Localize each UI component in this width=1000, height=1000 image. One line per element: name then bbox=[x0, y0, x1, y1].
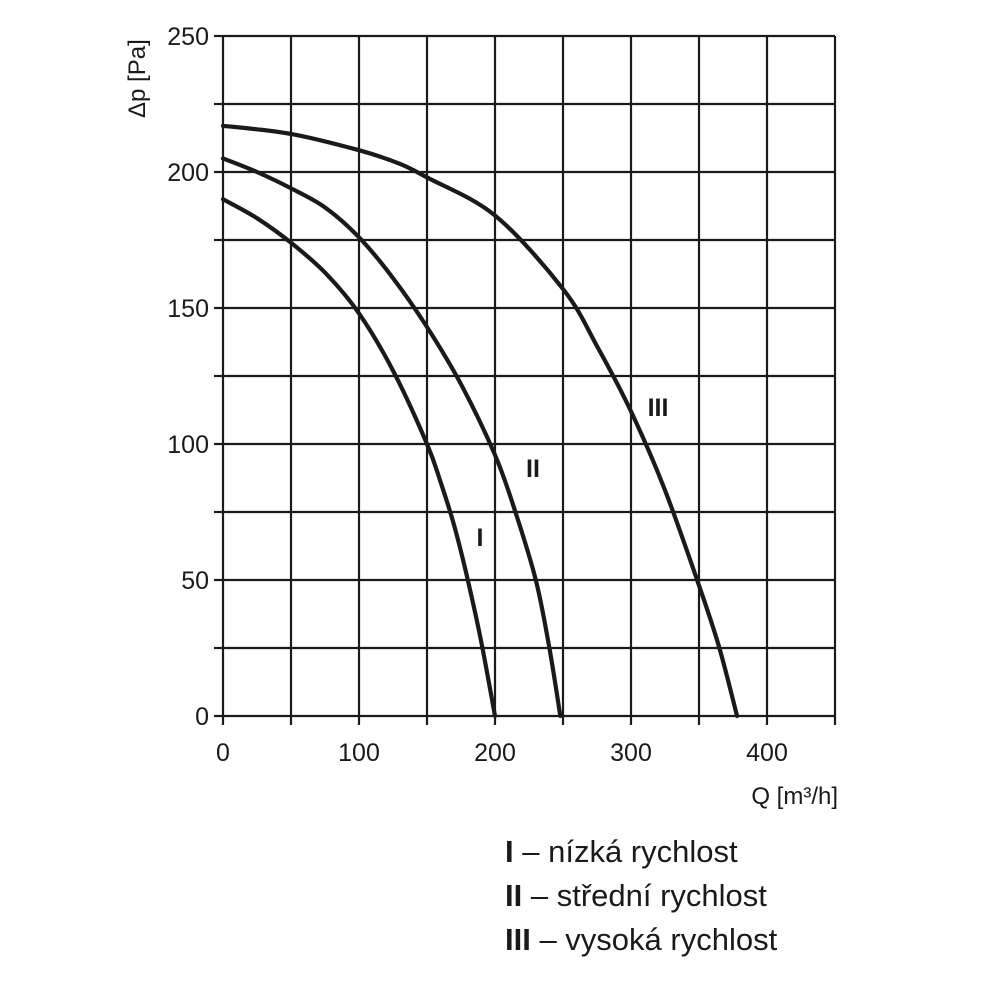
y-tick-label: 150 bbox=[167, 295, 209, 323]
grid bbox=[214, 34, 837, 725]
legend-item-I: I – nízká rychlost bbox=[505, 830, 777, 874]
x-tick-label: 400 bbox=[746, 739, 788, 767]
y-axis-title: Δp [Pa] bbox=[124, 39, 151, 118]
legend-key: III bbox=[505, 922, 531, 957]
x-tick-label: 200 bbox=[474, 739, 516, 767]
legend-text: – střední rychlost bbox=[522, 878, 767, 913]
y-tick-labels: 0 50 100 150 200 250 bbox=[167, 23, 209, 731]
legend-key: I bbox=[505, 834, 514, 869]
legend: I – nízká rychlost II – střední rychlost… bbox=[505, 830, 777, 962]
curve-label-II: II bbox=[526, 455, 540, 483]
x-tick-labels: 0 100 200 300 400 bbox=[216, 739, 788, 767]
curve-label-III: III bbox=[648, 394, 669, 422]
y-tick-label: 200 bbox=[167, 159, 209, 187]
legend-text: – vysoká rychlost bbox=[530, 922, 778, 957]
y-tick-label: 0 bbox=[195, 703, 209, 731]
curve-I bbox=[220, 197, 498, 719]
legend-key: II bbox=[505, 878, 523, 913]
curve-III bbox=[220, 123, 740, 719]
curve-label-I: I bbox=[477, 524, 484, 552]
x-tick-label: 300 bbox=[610, 739, 652, 767]
y-tick-label: 50 bbox=[181, 567, 209, 595]
curve-labels: I II III bbox=[477, 394, 669, 552]
legend-item-II: II – střední rychlost bbox=[505, 874, 777, 918]
x-tick-label: 0 bbox=[216, 739, 230, 767]
legend-item-III: III – vysoká rychlost bbox=[505, 918, 777, 962]
curve-II bbox=[220, 156, 563, 719]
x-axis-title: Q [m³/h] bbox=[751, 783, 838, 810]
legend-text: – nízká rychlost bbox=[513, 834, 738, 869]
curves bbox=[220, 123, 740, 719]
y-tick-label: 100 bbox=[167, 431, 209, 459]
x-tick-label: 100 bbox=[338, 739, 380, 767]
y-tick-label: 250 bbox=[167, 23, 209, 51]
